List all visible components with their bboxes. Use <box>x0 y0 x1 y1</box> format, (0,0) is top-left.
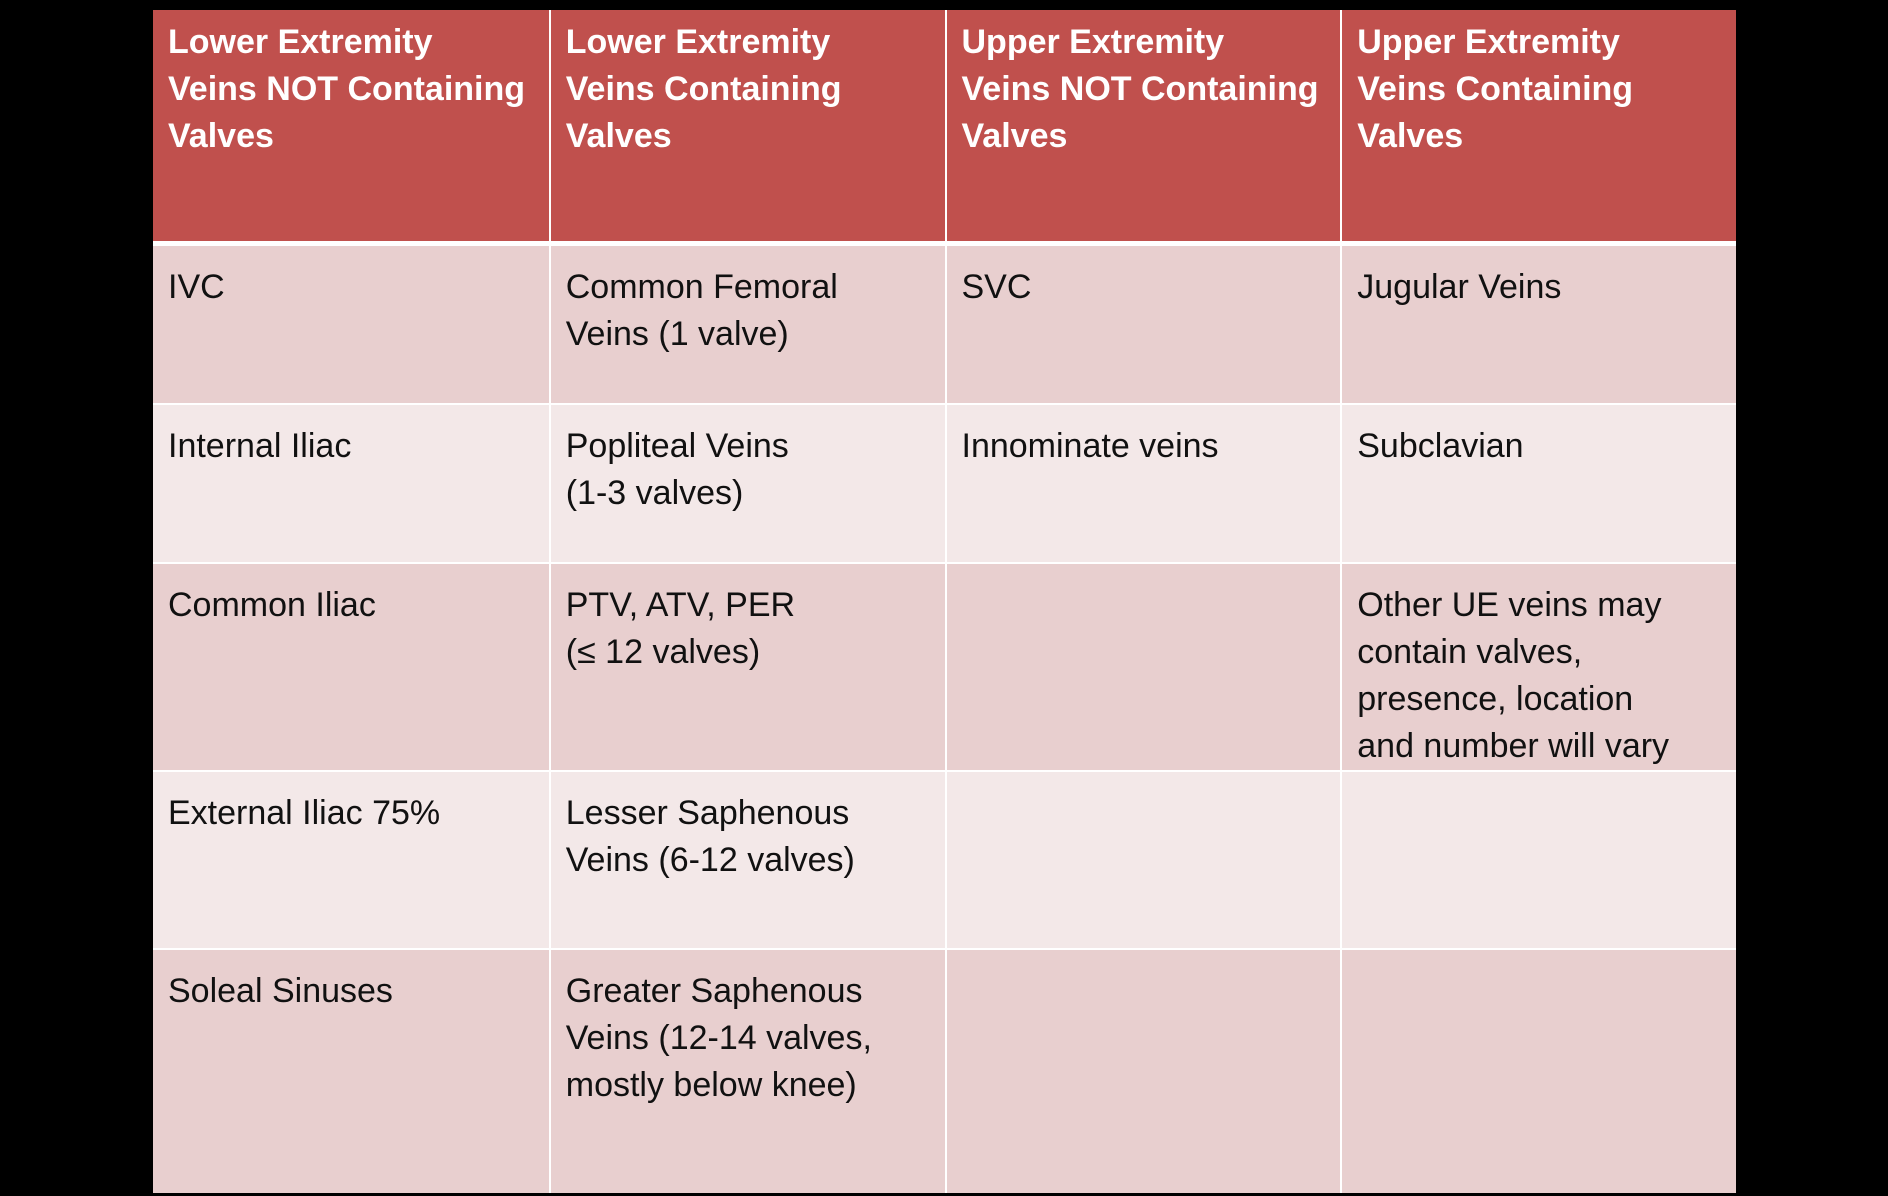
vein-valves-table: Lower Extremity Veins NOT Containing Val… <box>153 10 1736 1193</box>
header-upper-no-valves: Upper Extremity Veins NOT Containing Val… <box>944 10 1341 246</box>
cell-lower-no-valves: Internal Iliac <box>153 405 549 564</box>
cell-lower-no-valves: Common Iliac <box>153 564 549 772</box>
cell-lower-valves: Popliteal Veins (1-3 valves) <box>548 405 945 564</box>
cell-upper-valves: Subclavian <box>1340 405 1736 564</box>
header-upper-valves: Upper Extremity Veins Containing Valves <box>1340 10 1736 246</box>
cell-upper-no-valves <box>944 950 1341 1193</box>
cell-lower-no-valves: Soleal Sinuses <box>153 950 549 1193</box>
cell-lower-valves: Common Femoral Veins (1 valve) <box>548 246 945 405</box>
table-row: IVC Common Femoral Veins (1 valve) SVC J… <box>153 246 1736 405</box>
table-row: External Iliac 75% Lesser Saphenous Vein… <box>153 772 1736 950</box>
table-row: Internal Iliac Popliteal Veins (1-3 valv… <box>153 405 1736 564</box>
cell-upper-valves <box>1340 772 1736 950</box>
table-row: Common Iliac PTV, ATV, PER (≤ 12 valves)… <box>153 564 1736 772</box>
table-row: Soleal Sinuses Greater Saphenous Veins (… <box>153 950 1736 1193</box>
header-lower-valves: Lower Extremity Veins Containing Valves <box>548 10 945 246</box>
cell-upper-valves: Other UE veins may contain valves, prese… <box>1340 564 1736 772</box>
cell-upper-valves <box>1340 950 1736 1193</box>
cell-upper-valves: Jugular Veins <box>1340 246 1736 405</box>
cell-lower-valves: Greater Saphenous Veins (12-14 valves, m… <box>548 950 945 1193</box>
cell-lower-valves: PTV, ATV, PER (≤ 12 valves) <box>548 564 945 772</box>
cell-upper-no-valves: Innominate veins <box>944 405 1341 564</box>
cell-lower-no-valves: External Iliac 75% <box>153 772 549 950</box>
cell-upper-no-valves <box>944 564 1341 772</box>
cell-upper-no-valves <box>944 772 1341 950</box>
header-lower-no-valves: Lower Extremity Veins NOT Containing Val… <box>153 10 549 246</box>
cell-lower-valves: Lesser Saphenous Veins (6-12 valves) <box>548 772 945 950</box>
cell-lower-no-valves: IVC <box>153 246 549 405</box>
cell-upper-no-valves: SVC <box>944 246 1341 405</box>
table-header-row: Lower Extremity Veins NOT Containing Val… <box>153 10 1736 246</box>
